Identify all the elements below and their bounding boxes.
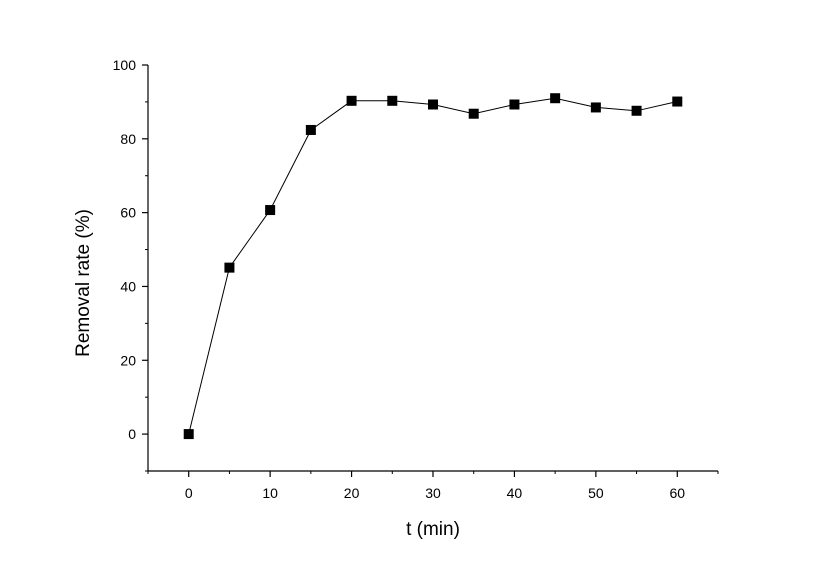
data-point	[265, 205, 276, 216]
data-point	[672, 96, 683, 107]
x-axis-title: t (min)	[406, 519, 460, 540]
data-point	[550, 93, 561, 104]
y-tick-label: 20	[120, 352, 136, 368]
data-point	[224, 262, 235, 273]
data-point	[631, 105, 642, 116]
data-point	[305, 124, 316, 135]
data-point	[346, 95, 357, 106]
data-point	[509, 99, 520, 110]
x-tick-label: 50	[588, 485, 604, 501]
x-tick-label: 20	[344, 485, 360, 501]
data-point	[590, 102, 601, 113]
y-tick-label: 40	[120, 278, 136, 294]
data-point	[183, 429, 194, 440]
y-tick-label: 80	[120, 131, 136, 147]
y-axis-title: Removal rate (%)	[73, 209, 94, 357]
data-point	[387, 95, 398, 106]
x-tick-label: 10	[262, 485, 278, 501]
y-tick-label: 100	[113, 57, 137, 73]
x-tick-label: 40	[507, 485, 523, 501]
data-point	[428, 99, 438, 110]
series-line	[188, 97, 678, 435]
axes: 0 20 40 60 80 100 0 10 20 30 40 50 60	[113, 57, 719, 501]
data-point	[468, 108, 479, 119]
y-tick-label: 60	[120, 205, 136, 221]
x-tick-label: 60	[669, 485, 685, 501]
y-tick-label: 0	[128, 426, 136, 442]
x-tick-label: 0	[185, 485, 193, 501]
series-layer	[183, 93, 683, 440]
x-tick-label: 30	[425, 485, 441, 501]
